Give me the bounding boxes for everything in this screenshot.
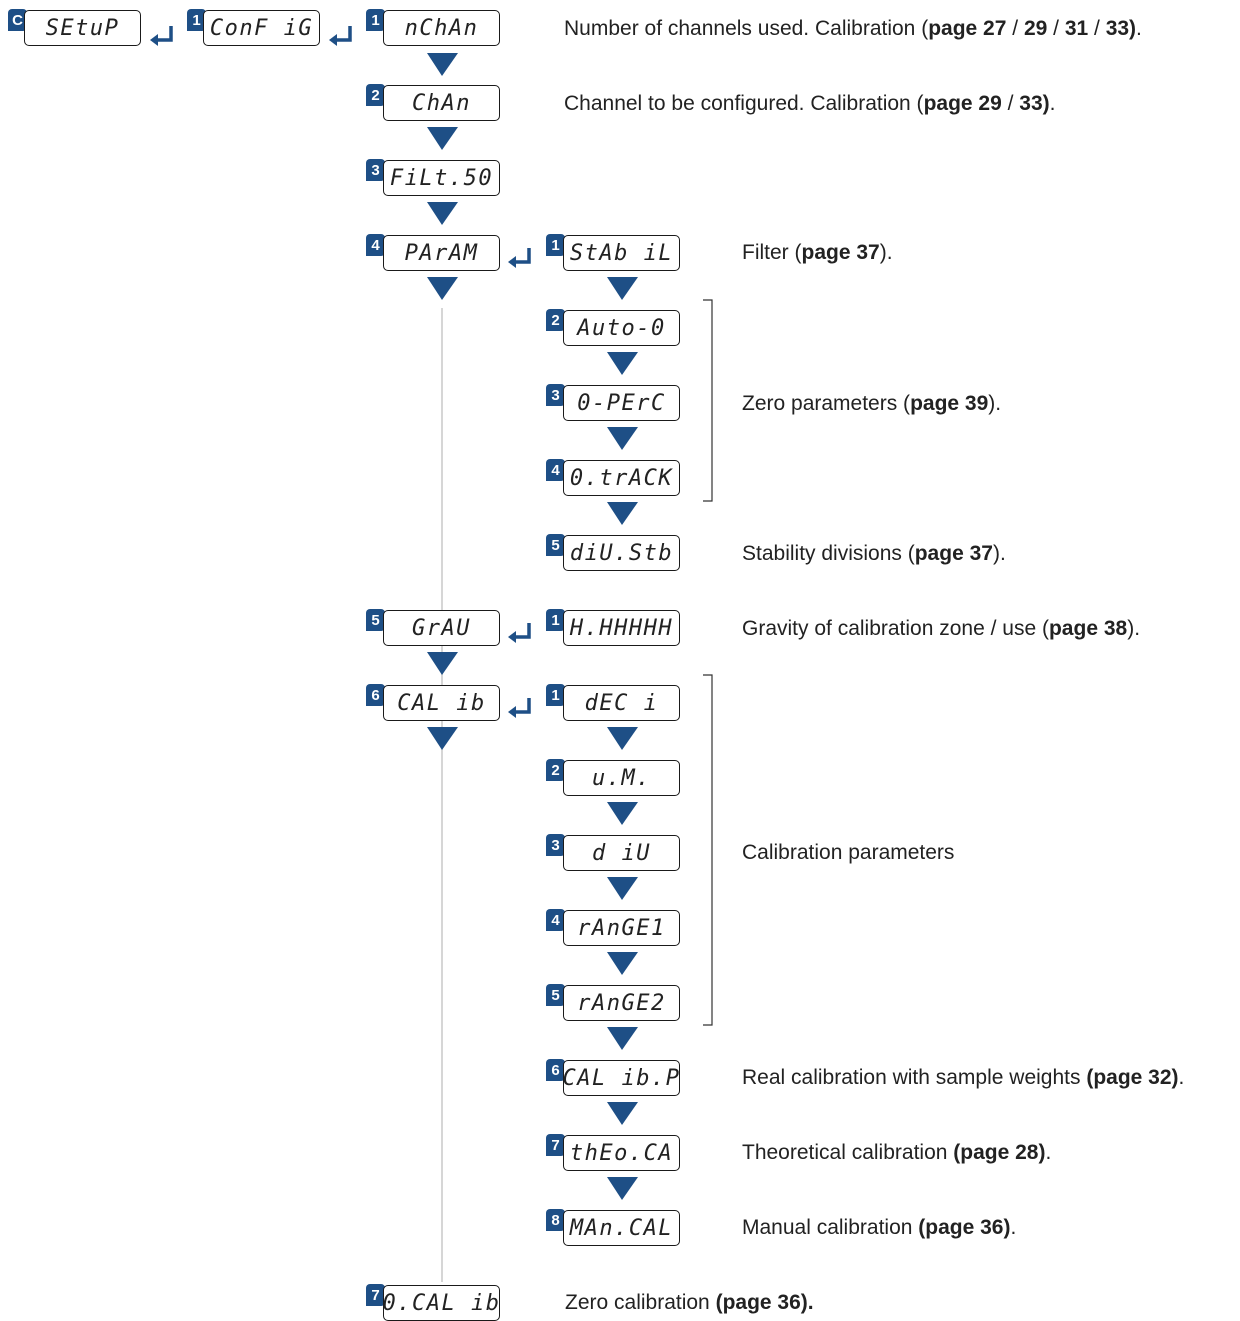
zero-params-bracket bbox=[703, 299, 713, 502]
calib-params-bracket bbox=[703, 674, 713, 1026]
step-badge: 4 bbox=[546, 459, 565, 481]
desc-gravity: Gravity of calibration zone / use (page … bbox=[742, 617, 1141, 640]
step-badge: 3 bbox=[546, 834, 565, 856]
display-range2[interactable]: rAnGE2 bbox=[563, 985, 680, 1021]
step-badge: 2 bbox=[366, 84, 385, 106]
desc-stability: Stability divisions (page 37). bbox=[742, 542, 1006, 565]
down-arrow-icon bbox=[607, 352, 638, 375]
enter-arrow-icon bbox=[508, 623, 531, 643]
down-arrow-icon bbox=[427, 277, 458, 300]
display-auto-0[interactable]: Auto-0 bbox=[563, 310, 680, 346]
down-arrow-icon bbox=[607, 1027, 638, 1050]
desc-filter: Filter (page 37). bbox=[742, 241, 893, 264]
step-badge: 1 bbox=[546, 684, 565, 706]
down-arrow-icon bbox=[427, 202, 458, 225]
desc-nchan: Number of channels used. Calibration (pa… bbox=[564, 17, 1142, 40]
down-arrow-icon bbox=[607, 1102, 638, 1125]
step-badge: 5 bbox=[546, 984, 565, 1006]
enter-arrow-icon bbox=[150, 26, 173, 46]
display-man-cal[interactable]: MAn.CAL bbox=[563, 1210, 680, 1246]
step-badge: 7 bbox=[366, 1284, 385, 1306]
step-badge: 3 bbox=[546, 384, 565, 406]
display-0-track[interactable]: 0.trACK bbox=[563, 460, 680, 496]
display-chan[interactable]: ChAn bbox=[383, 85, 500, 121]
step-badge: 4 bbox=[546, 909, 565, 931]
step-badge: 6 bbox=[546, 1059, 565, 1081]
display-setup[interactable]: SEtuP bbox=[24, 10, 141, 46]
display-stabil[interactable]: StAb iL bbox=[563, 235, 680, 271]
step-badge: 3 bbox=[366, 159, 385, 181]
display-param[interactable]: PArAM bbox=[383, 235, 500, 271]
desc-real-calib: Real calibration with sample weights (pa… bbox=[742, 1066, 1185, 1089]
step-badge: 2 bbox=[546, 759, 565, 781]
down-arrow-icon bbox=[607, 502, 638, 525]
display-grau[interactable]: GrAU bbox=[383, 610, 500, 646]
display-deci[interactable]: dEC i bbox=[563, 685, 680, 721]
down-arrow-icon bbox=[607, 952, 638, 975]
display-0-perc[interactable]: 0-PErC bbox=[563, 385, 680, 421]
display-config[interactable]: ConF iG bbox=[203, 10, 320, 46]
step-badge: 4 bbox=[366, 234, 385, 256]
down-arrow-icon bbox=[607, 802, 638, 825]
display-div-stb[interactable]: diU.Stb bbox=[563, 535, 680, 571]
down-arrow-icon bbox=[427, 127, 458, 150]
desc-calib-params: Calibration parameters bbox=[742, 841, 955, 864]
step-badge: 1 bbox=[546, 234, 565, 256]
display-gravity-value[interactable]: H.HHHHH bbox=[563, 610, 680, 646]
display-div[interactable]: d iU bbox=[563, 835, 680, 871]
step-badge: 6 bbox=[366, 684, 385, 706]
down-arrow-icon bbox=[607, 427, 638, 450]
enter-arrow-icon bbox=[329, 26, 352, 46]
down-arrow-icon bbox=[607, 877, 638, 900]
down-arrow-icon bbox=[427, 53, 458, 76]
display-nchan[interactable]: nChAn bbox=[383, 10, 500, 46]
desc-manual-calib: Manual calibration (page 36). bbox=[742, 1216, 1017, 1239]
down-arrow-icon bbox=[607, 1177, 638, 1200]
display-filt50[interactable]: FiLt.50 bbox=[383, 160, 500, 196]
desc-theo-calib: Theoretical calibration (page 28). bbox=[742, 1141, 1052, 1164]
down-arrow-icon bbox=[607, 277, 638, 300]
step-badge: 7 bbox=[546, 1134, 565, 1156]
display-zero-calib[interactable]: 0.CAL ib bbox=[383, 1285, 500, 1321]
down-arrow-icon bbox=[607, 727, 638, 750]
enter-arrow-icon bbox=[508, 248, 531, 268]
step-badge: 2 bbox=[546, 309, 565, 331]
step-badge: 1 bbox=[187, 9, 206, 31]
enter-arrow-icon bbox=[508, 698, 531, 718]
step-badge: C bbox=[8, 9, 27, 31]
down-arrow-icon bbox=[427, 727, 458, 750]
step-badge: 5 bbox=[546, 534, 565, 556]
desc-zero-params: Zero parameters (page 39). bbox=[742, 392, 1002, 415]
step-badge: 1 bbox=[366, 9, 385, 31]
step-badge: 5 bbox=[366, 609, 385, 631]
display-theo-ca[interactable]: thEo.CA bbox=[563, 1135, 680, 1171]
display-calib[interactable]: CAL ib bbox=[383, 685, 500, 721]
step-badge: 8 bbox=[546, 1209, 565, 1231]
desc-zero-calib: Zero calibration (page 36). bbox=[565, 1291, 814, 1314]
display-um[interactable]: u.M. bbox=[563, 760, 680, 796]
display-range1[interactable]: rAnGE1 bbox=[563, 910, 680, 946]
step-badge: 1 bbox=[546, 609, 565, 631]
display-calib-p[interactable]: CAL ib.P bbox=[563, 1060, 680, 1096]
desc-chan: Channel to be configured. Calibration (p… bbox=[564, 92, 1056, 115]
down-arrow-icon bbox=[427, 652, 458, 675]
